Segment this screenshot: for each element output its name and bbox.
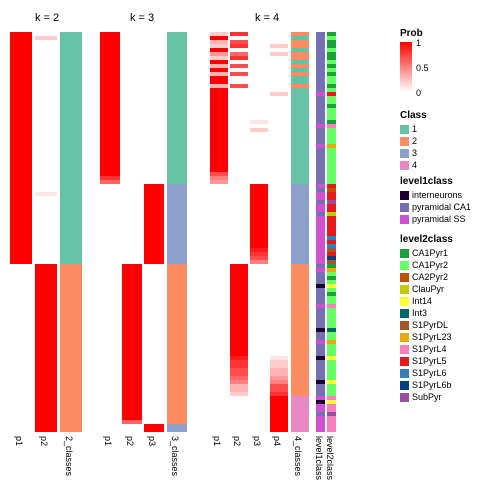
- heatmap-column: [250, 32, 268, 432]
- column-label: p2: [232, 436, 242, 446]
- heatmap-column: [316, 32, 325, 432]
- grad-tick: 0: [416, 88, 421, 98]
- legend-label: CA2Pyr2: [412, 272, 448, 282]
- heatmap-column: [327, 32, 336, 432]
- column-label: 3_classes: [170, 436, 180, 476]
- heatmap-column: [230, 32, 248, 432]
- heatmap-column: [60, 32, 82, 432]
- legend-item: 4: [400, 160, 417, 170]
- legend-item: S1PyrL5: [400, 356, 447, 366]
- legend-label: S1PyrL4: [412, 344, 447, 354]
- legend-item: pyramidal CA1: [400, 202, 471, 212]
- grad-tick: 0.5: [416, 63, 429, 73]
- legend-label: 1: [412, 124, 417, 134]
- heatmap-column: [270, 32, 288, 432]
- heatmap-column: [100, 32, 120, 432]
- side-label: level1class: [314, 436, 324, 480]
- legend-label: 3: [412, 148, 417, 158]
- legend-item: SubPyr: [400, 392, 442, 402]
- legend-item: CA1Pyr1: [400, 248, 448, 258]
- legend-item: Int3: [400, 308, 427, 318]
- legend-item: S1PyrL6b: [400, 380, 452, 390]
- legend-swatch: [400, 191, 409, 200]
- legend-label: 2: [412, 136, 417, 146]
- legend-item: 1: [400, 124, 417, 134]
- column-label: p1: [212, 436, 222, 446]
- legend-swatch: [400, 381, 409, 390]
- heatmap-column: [35, 32, 57, 432]
- prob-colorbar: [400, 42, 412, 92]
- column-label: p1: [103, 436, 113, 446]
- legend-swatch: [400, 333, 409, 342]
- legend-swatch: [400, 249, 409, 258]
- legend-title: level2class: [400, 234, 453, 245]
- heatmap-column: [144, 32, 164, 432]
- column-label: p1: [14, 436, 24, 446]
- legend-label: CA1Pyr2: [412, 260, 448, 270]
- grad-tick: 1: [416, 38, 421, 48]
- column-label: p2: [39, 436, 49, 446]
- heatmap-column: [210, 32, 228, 432]
- legend-item: S1PyrL6: [400, 368, 447, 378]
- panel-title: k = 2: [35, 12, 59, 24]
- legend-swatch: [400, 357, 409, 366]
- legend-label: S1PyrL6: [412, 368, 447, 378]
- legend-label: interneurons: [412, 190, 462, 200]
- legend-swatch: [400, 345, 409, 354]
- legend-label: pyramidal SS: [412, 214, 466, 224]
- heatmap-column: [10, 32, 32, 432]
- column-label: p2: [125, 436, 135, 446]
- legend-swatch: [400, 369, 409, 378]
- heatmap-column: [291, 32, 309, 432]
- legend-swatch: [400, 261, 409, 270]
- column-label: 2_classes: [64, 436, 74, 476]
- legend-item: 2: [400, 136, 417, 146]
- legend-label: pyramidal CA1: [412, 202, 471, 212]
- legend-swatch: [400, 125, 409, 134]
- legend-item: 3: [400, 148, 417, 158]
- legend-swatch: [400, 393, 409, 402]
- column-label: 4_classes: [293, 436, 303, 476]
- legend-swatch: [400, 215, 409, 224]
- legend-swatch: [400, 161, 409, 170]
- column-label: p3: [252, 436, 262, 446]
- legend-label: S1PyrL6b: [412, 380, 452, 390]
- legend-item: S1PyrL23: [400, 332, 452, 342]
- legend-item: pyramidal SS: [400, 214, 466, 224]
- legend-swatch: [400, 203, 409, 212]
- legend-item: CA1Pyr2: [400, 260, 448, 270]
- legend-label: S1PyrL23: [412, 332, 452, 342]
- legend-swatch: [400, 309, 409, 318]
- legend-item: S1PyrL4: [400, 344, 447, 354]
- side-label: level2class: [325, 436, 335, 480]
- legend-swatch: [400, 149, 409, 158]
- legend-item: interneurons: [400, 190, 462, 200]
- legend-label: S1PyrDL: [412, 320, 448, 330]
- legend-swatch: [400, 273, 409, 282]
- panel-title: k = 4: [255, 12, 279, 24]
- legend-item: Int14: [400, 296, 432, 306]
- legend-swatch: [400, 321, 409, 330]
- legend-swatch: [400, 137, 409, 146]
- legend-label: S1PyrL5: [412, 356, 447, 366]
- legend-item: CA2Pyr2: [400, 272, 448, 282]
- legend-title: Class: [400, 110, 427, 121]
- legend-item: S1PyrDL: [400, 320, 448, 330]
- legend-label: SubPyr: [412, 392, 442, 402]
- heatmap-column: [122, 32, 142, 432]
- legend-item: ClauPyr: [400, 284, 444, 294]
- legend-label: Int14: [412, 296, 432, 306]
- legend-swatch: [400, 285, 409, 294]
- column-label: p3: [147, 436, 157, 446]
- column-label: p4: [272, 436, 282, 446]
- legend-label: ClauPyr: [412, 284, 444, 294]
- legend-label: CA1Pyr1: [412, 248, 448, 258]
- panel-title: k = 3: [130, 12, 154, 24]
- heatmap-column: [167, 32, 187, 432]
- legend-swatch: [400, 297, 409, 306]
- legend-title: level1class: [400, 176, 453, 187]
- legend-label: 4: [412, 160, 417, 170]
- legend-label: Int3: [412, 308, 427, 318]
